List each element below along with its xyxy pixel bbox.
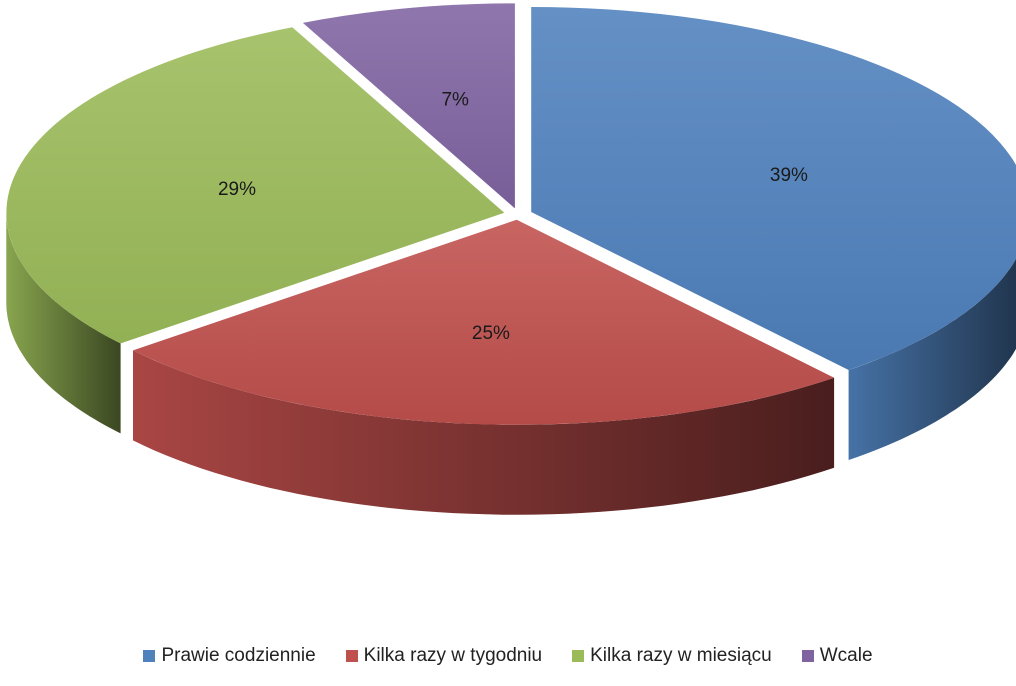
legend-swatch [143, 650, 156, 662]
legend-item: Kilka razy w tygodniu [345, 645, 543, 667]
legend-swatch [345, 650, 358, 662]
pie-slice [302, 3, 515, 209]
legend-label: Prawie codziennie [161, 645, 316, 666]
legend-item: Kilka razy w miesiącu [572, 645, 772, 667]
pie-tops [6, 3, 1016, 425]
legend: Prawie codziennie Kilka razy w tygodniu Ki… [0, 636, 1016, 676]
pie-slice-side [848, 258, 1016, 460]
pie-sides [6, 212, 1016, 515]
pie-slice [531, 7, 1016, 370]
pie-slice-side [133, 350, 835, 515]
legend-swatch [801, 650, 814, 662]
legend-item: Wcale [801, 645, 873, 667]
pie-slice [6, 27, 505, 344]
legend-swatch [572, 650, 585, 662]
pie-chart-svg: 39% 25% 29% 7% [6, 3, 1016, 515]
slice-data-label: 39% [770, 165, 808, 186]
data-labels: 39% 25% 29% 7% [218, 89, 808, 344]
legend-item: Prawie codziennie [143, 645, 316, 667]
pie-slice-side [6, 212, 121, 434]
slice-data-label: 25% [472, 323, 510, 344]
legend-label: Kilka razy w tygodniu [363, 645, 543, 666]
slice-data-label: 7% [441, 89, 469, 110]
pie-slice [133, 219, 835, 425]
slice-data-label: 29% [218, 179, 256, 200]
legend-label: Kilka razy w miesiącu [590, 645, 772, 666]
legend-label: Wcale [819, 645, 873, 666]
